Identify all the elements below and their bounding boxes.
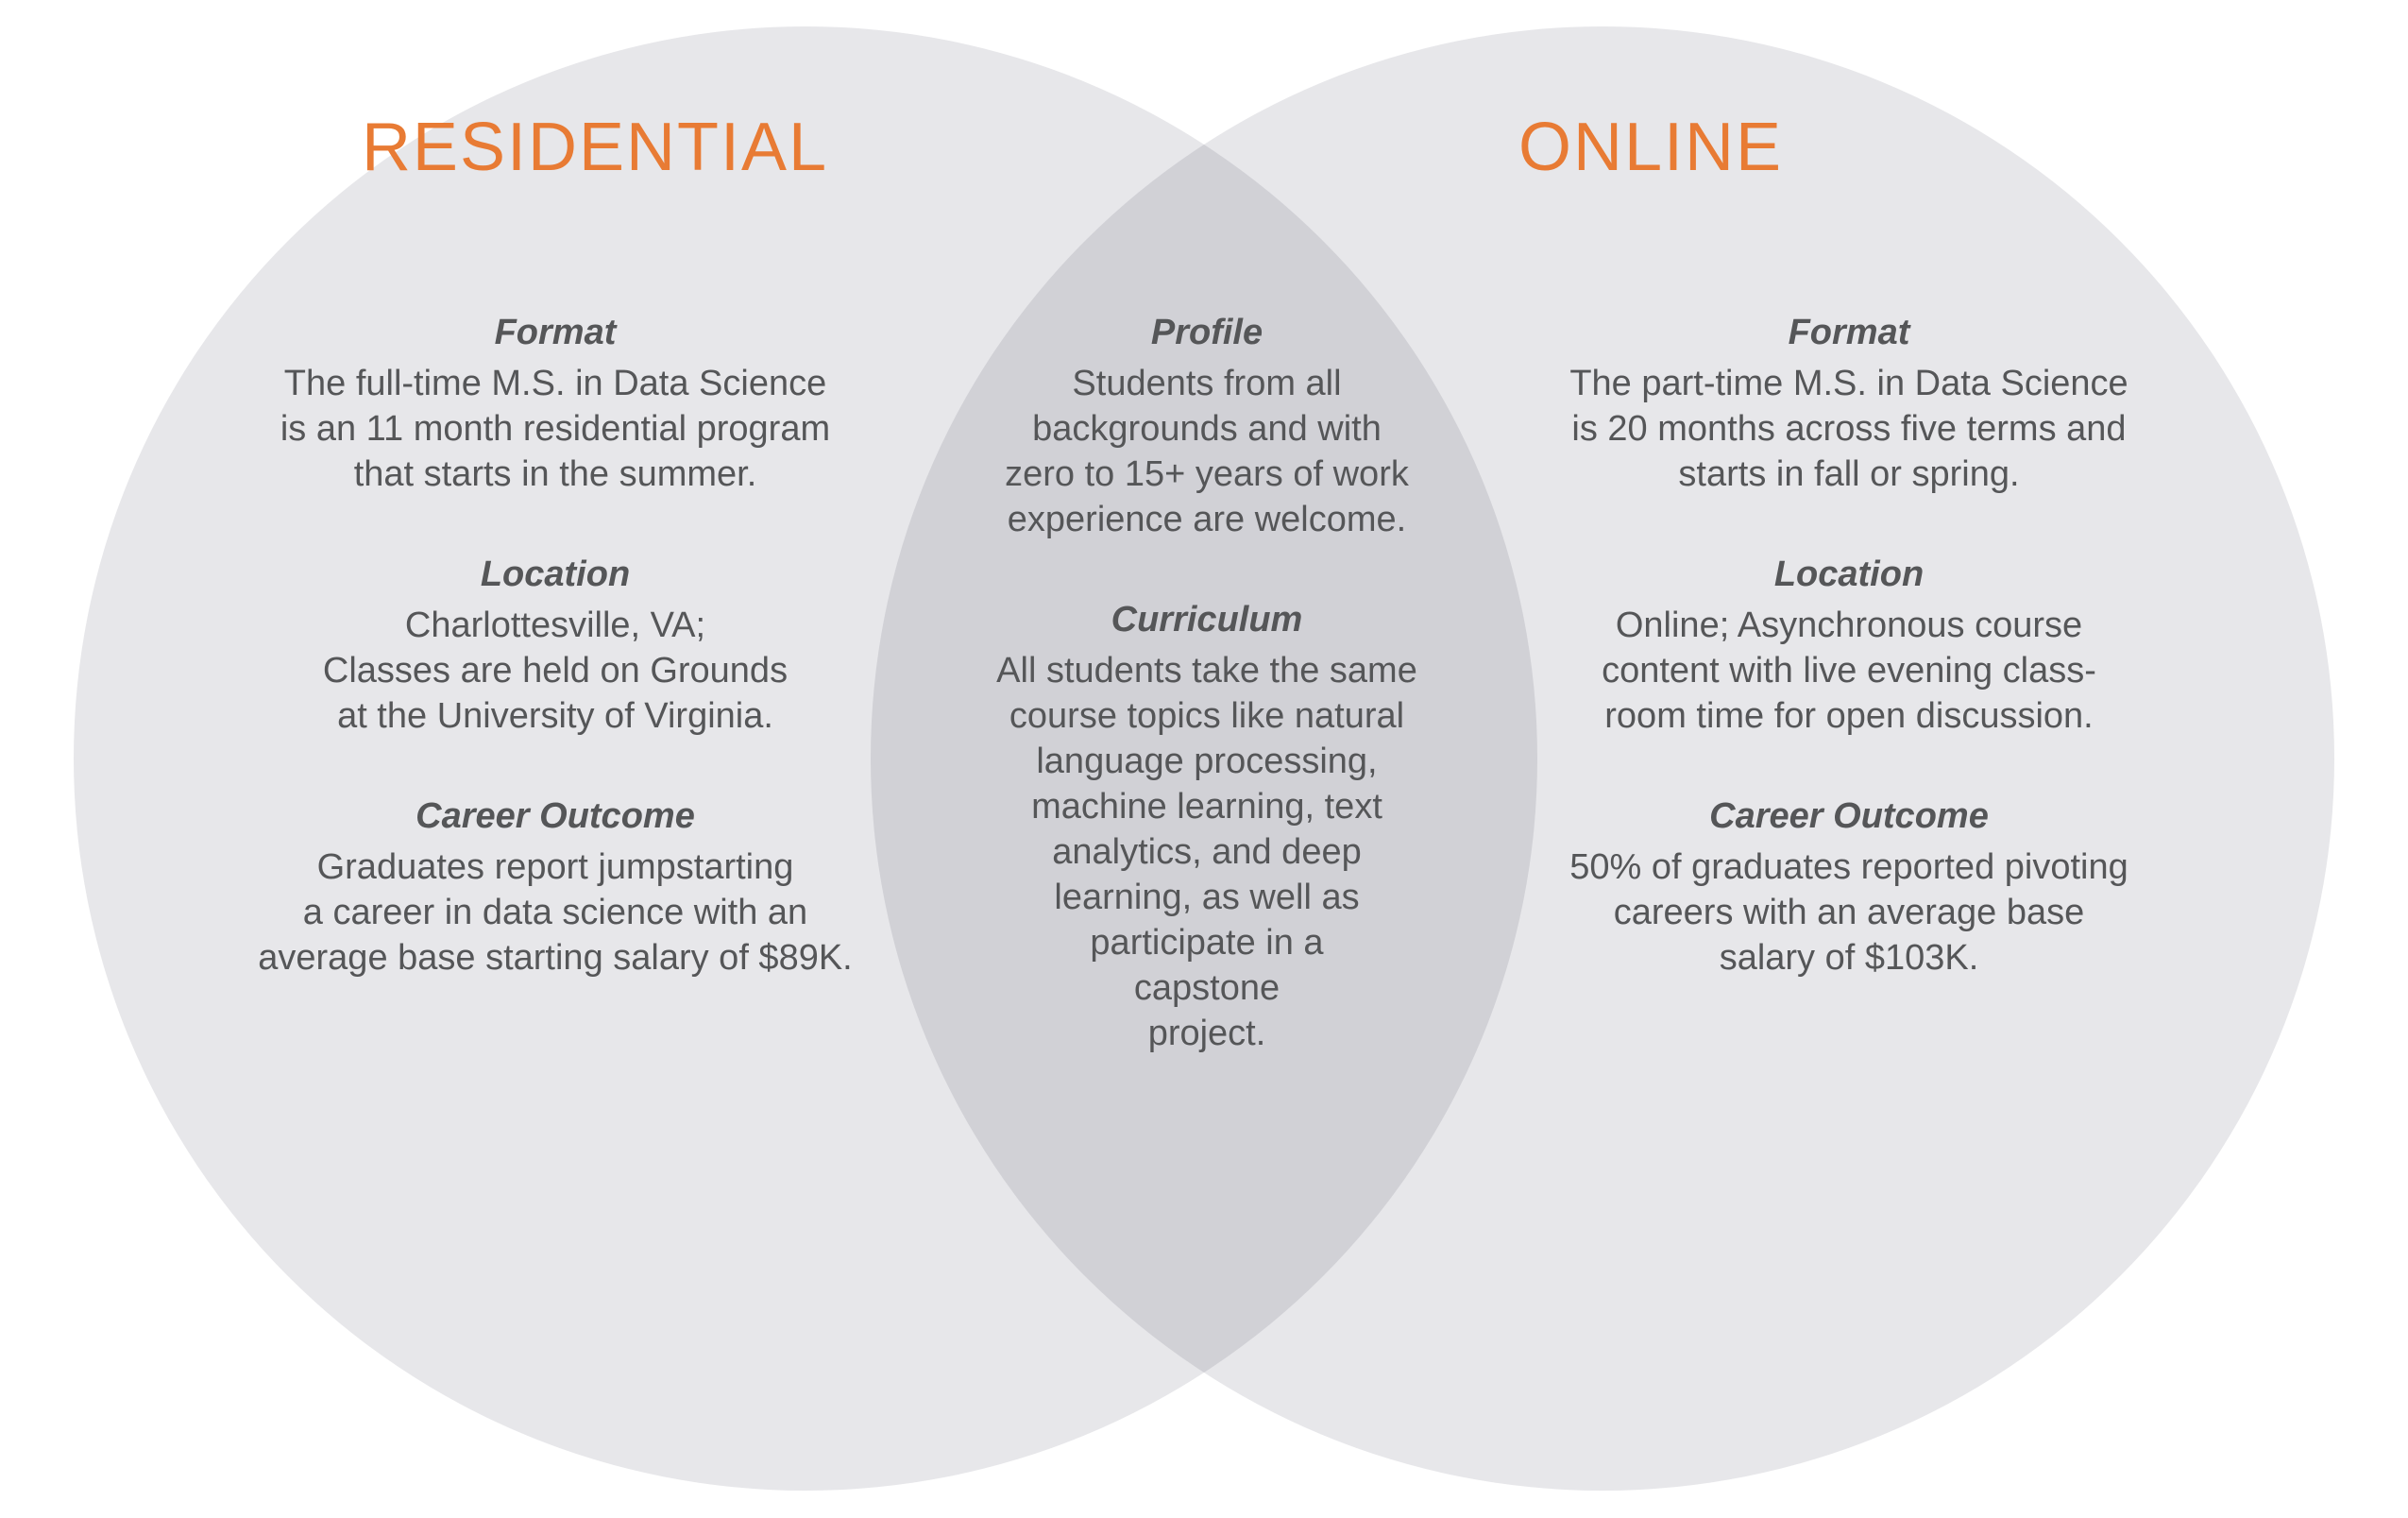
left-location-body: Charlottesville, VA; Classes are held on… [225,603,886,739]
right-format-section: Format The part-time M.S. in Data Scienc… [1518,310,2179,497]
center-profile-body: Students from all backgrounds and with z… [971,361,1443,542]
venn-left-content: Format The full-time M.S. in Data Scienc… [225,310,886,1035]
venn-title-left: RESIDENTIAL [312,109,878,186]
right-career-body: 50% of graduates reported pivoting caree… [1518,844,2179,981]
right-format-heading: Format [1518,310,2179,355]
venn-center-content: Profile Students from all backgrounds an… [971,310,1443,1111]
left-career-section: Career Outcome Graduates report jumpstar… [225,793,886,981]
center-curriculum-heading: Curriculum [971,597,1443,642]
venn-diagram: RESIDENTIAL ONLINE Format The full-time … [0,0,2408,1518]
venn-right-content: Format The part-time M.S. in Data Scienc… [1518,310,2179,1035]
right-location-body: Online; Asynchronous course content with… [1518,603,2179,739]
center-profile-heading: Profile [971,310,1443,355]
venn-title-right: ONLINE [1367,109,1934,186]
right-format-body: The part-time M.S. in Data Science is 20… [1518,361,2179,497]
center-curriculum-body: All students take the same course topics… [971,648,1443,1056]
left-career-body: Graduates report jumpstarting a career i… [225,844,886,981]
center-curriculum-section: Curriculum All students take the same co… [971,597,1443,1056]
right-career-heading: Career Outcome [1518,793,2179,839]
left-location-heading: Location [225,552,886,597]
left-career-heading: Career Outcome [225,793,886,839]
left-format-body: The full-time M.S. in Data Science is an… [225,361,886,497]
left-format-section: Format The full-time M.S. in Data Scienc… [225,310,886,497]
right-location-heading: Location [1518,552,2179,597]
right-location-section: Location Online; Asynchronous course con… [1518,552,2179,739]
left-format-heading: Format [225,310,886,355]
center-profile-section: Profile Students from all backgrounds an… [971,310,1443,542]
left-location-section: Location Charlottesville, VA; Classes ar… [225,552,886,739]
right-career-section: Career Outcome 50% of graduates reported… [1518,793,2179,981]
